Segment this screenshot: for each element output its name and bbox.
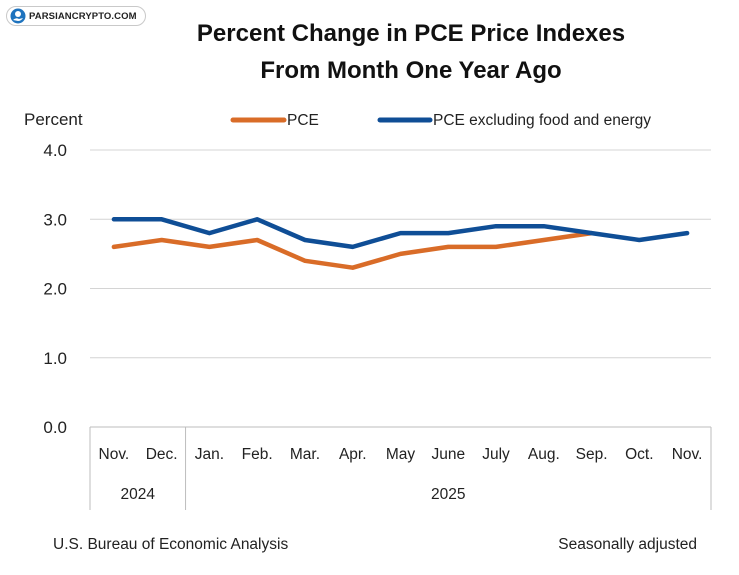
- x-tick-label: Nov.: [99, 446, 130, 463]
- x-tick-label: Apr.: [339, 446, 367, 463]
- series-line-pce: [111, 230, 594, 270]
- legend: PCE PCE excluding food and energy: [230, 112, 651, 129]
- x-tick-label: Jan.: [195, 446, 224, 463]
- x-tick-label: July: [482, 446, 510, 463]
- x-tick-label: May: [386, 446, 416, 463]
- chart-title-line-1: Percent Change in PCE Price Indexes: [197, 20, 625, 47]
- y-tick-label: 3.0: [43, 210, 67, 229]
- y-tick-label: 2.0: [43, 280, 67, 299]
- legend-label-core-pce: PCE excluding food and energy: [433, 112, 651, 129]
- watermark-badge: PARSIANCRYPTO.COM: [6, 6, 146, 26]
- x-tick-label: Mar.: [290, 446, 320, 463]
- chart-title-line-2: From Month One Year Ago: [260, 57, 561, 84]
- y-tick-labels: 4.0 3.0 2.0 1.0 0.0: [43, 141, 67, 437]
- source-note: U.S. Bureau of Economic Analysis: [53, 536, 288, 553]
- year-label: 2024: [121, 486, 156, 503]
- legend-label-pce: PCE: [287, 112, 319, 129]
- series-lines: [111, 217, 690, 270]
- y-axis-title: Percent: [24, 110, 83, 129]
- x-tick-label: Nov.: [672, 446, 703, 463]
- x-tick-label: June: [431, 446, 465, 463]
- x-tick-label: Feb.: [242, 446, 273, 463]
- adjustment-note: Seasonally adjusted: [558, 536, 697, 553]
- x-tick-label: Aug.: [528, 446, 560, 463]
- x-tick-label: Dec.: [146, 446, 178, 463]
- gridlines: [90, 149, 711, 359]
- x-tick-label: Sep.: [576, 446, 608, 463]
- y-tick-label: 0.0: [43, 418, 67, 437]
- y-tick-label: 1.0: [43, 349, 67, 368]
- series-line-core-pce: [111, 217, 690, 250]
- y-tick-label: 4.0: [43, 141, 67, 160]
- bitcoin-hand-icon: [10, 8, 26, 24]
- year-label: 2025: [431, 486, 465, 503]
- watermark-text: PARSIANCRYPTO.COM: [29, 10, 137, 22]
- x-axis: Nov. Dec. Jan. Feb. Mar. Apr. May June July Aug. S…: [89, 426, 712, 510]
- x-tick-label: Oct.: [625, 446, 653, 463]
